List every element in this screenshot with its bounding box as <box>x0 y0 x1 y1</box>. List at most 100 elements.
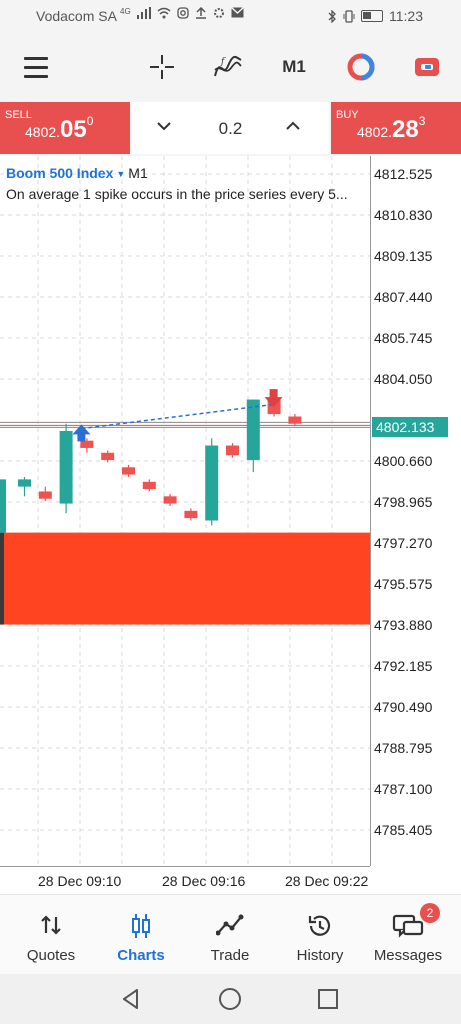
network-type: 4G <box>120 7 131 16</box>
crosshair-icon <box>150 55 174 79</box>
chart-toolbar: f M1 <box>0 34 461 100</box>
y-tick-label: 4797.270 <box>374 535 433 551</box>
sell-button[interactable]: SELL 4802.050 <box>0 102 130 154</box>
status-bar: Vodacom SA 4G 11:23 <box>0 0 461 34</box>
candle-body <box>226 445 239 456</box>
y-tick-label: 4809.135 <box>374 248 433 264</box>
indicators-button[interactable]: f <box>212 52 244 82</box>
y-tick-label: 4790.490 <box>374 699 433 715</box>
y-tick-label: 4804.050 <box>374 371 433 387</box>
home-button[interactable] <box>217 986 243 1012</box>
status-right: 11:23 <box>328 8 423 24</box>
messages-badge: 2 <box>420 903 440 923</box>
instagram-icon <box>177 7 189 19</box>
nav-history[interactable]: History <box>274 895 366 975</box>
y-tick-label: 4810.830 <box>374 207 433 223</box>
x-tick-label: 28 Dec 09:16 <box>162 873 246 889</box>
signal-icon <box>136 7 151 19</box>
nav-messages-label: Messages <box>373 947 443 964</box>
y-tick-label: 4787.100 <box>374 781 433 797</box>
nav-history-label: History <box>296 947 344 964</box>
candle-body <box>184 510 198 519</box>
candle-body <box>163 496 177 504</box>
nav-trade-label: Trade <box>210 947 250 964</box>
y-tick-label: 4807.440 <box>374 289 433 305</box>
symbol-dropdown-icon: ▼ <box>116 169 126 180</box>
chevron-down-icon <box>157 122 171 131</box>
nav-quotes-label: Quotes <box>26 947 76 964</box>
volume-control: 0.2 <box>132 102 329 154</box>
charts-icon <box>132 914 150 938</box>
carrier-name: Vodacom SA <box>36 8 117 24</box>
crosshair-button[interactable] <box>148 52 176 82</box>
clock: 11:23 <box>389 8 423 24</box>
y-tick-label: 4788.795 <box>374 740 433 756</box>
volume-increase-button[interactable] <box>285 116 301 137</box>
y-tick-label: 4785.405 <box>374 822 433 838</box>
svg-text:f: f <box>220 57 226 67</box>
symbol-description: On average 1 spike occurs in the price s… <box>6 186 348 202</box>
zone-edge <box>0 532 4 625</box>
candle-body <box>246 399 260 461</box>
candle-body <box>288 416 302 424</box>
y-tick-label: 4800.660 <box>374 453 433 469</box>
candle-body <box>205 445 219 521</box>
sell-label: SELL <box>5 109 32 121</box>
nav-charts-label: Charts <box>117 947 165 964</box>
chevron-up-icon <box>286 121 300 130</box>
candle-body <box>18 479 31 487</box>
timeframe-button[interactable]: M1 <box>282 57 306 76</box>
symbol-name: Boom 500 Index <box>6 165 114 181</box>
status-icons: 4G <box>120 7 244 19</box>
trade-panel: SELL 4802.050 0.2 BUY 4802.283 <box>0 100 461 156</box>
chart-objects-button[interactable] <box>346 52 376 82</box>
price-chart[interactable]: Boom 500 Index ▼ M1 On average 1 spike occ… <box>0 156 461 894</box>
one-click-trade-button[interactable] <box>412 52 442 82</box>
recents-button[interactable] <box>315 986 341 1012</box>
buy-button[interactable]: BUY 4802.283 <box>331 102 461 154</box>
hamburger-icon <box>24 54 48 81</box>
buy-price: 4802.283 <box>357 114 426 143</box>
sell-price: 4802.050 <box>25 114 94 143</box>
chart-objects-icon <box>347 53 375 81</box>
chart-symbol[interactable]: Boom 500 Index ▼ M1 <box>6 165 148 181</box>
x-tick-label: 28 Dec 09:22 <box>285 873 369 889</box>
back-button[interactable] <box>118 986 144 1012</box>
quotes-icon <box>41 915 61 935</box>
nav-quotes[interactable]: Quotes <box>5 895 97 975</box>
current-price-label: 4802.133 <box>372 417 448 437</box>
candle-body <box>59 431 73 504</box>
chart-canvas[interactable] <box>0 156 461 894</box>
battery-icon <box>361 10 383 22</box>
x-tick-label: 28 Dec 09:10 <box>38 873 122 889</box>
volume-value[interactable]: 0.2 <box>218 119 243 138</box>
nav-messages[interactable]: 2 Messages <box>362 895 454 975</box>
candle-body <box>142 481 156 490</box>
sell-arrow-icon <box>264 389 283 408</box>
trade-connection-line <box>81 403 274 430</box>
nav-trade[interactable]: Trade <box>184 895 276 975</box>
supply-zone <box>4 532 370 625</box>
menu-button[interactable] <box>22 52 50 82</box>
y-tick-label: 4798.965 <box>374 494 433 510</box>
system-navigation-bar <box>0 974 461 1024</box>
y-tick-label: 4793.880 <box>374 617 433 633</box>
candle-body <box>122 467 135 475</box>
settings-notification-icon <box>213 8 224 18</box>
volume-decrease-button[interactable] <box>156 116 172 137</box>
back-icon <box>123 989 138 1009</box>
y-tick-label: 4795.575 <box>374 576 433 592</box>
bluetooth-icon <box>328 9 336 23</box>
candle-body <box>80 440 94 448</box>
bottom-navigation: Quotes Charts Trade History 2 Messages <box>0 894 461 974</box>
candle-body <box>38 491 52 499</box>
candle-body <box>101 452 115 461</box>
nav-charts[interactable]: Charts <box>95 895 187 975</box>
y-tick-label: 4812.525 <box>374 166 433 182</box>
buy-arrow-icon <box>72 424 91 442</box>
candle-partial <box>0 479 6 533</box>
vibrate-icon <box>343 9 355 23</box>
y-tick-label: 4792.185 <box>374 658 433 674</box>
home-icon <box>219 988 241 1010</box>
buy-label: BUY <box>336 109 359 121</box>
